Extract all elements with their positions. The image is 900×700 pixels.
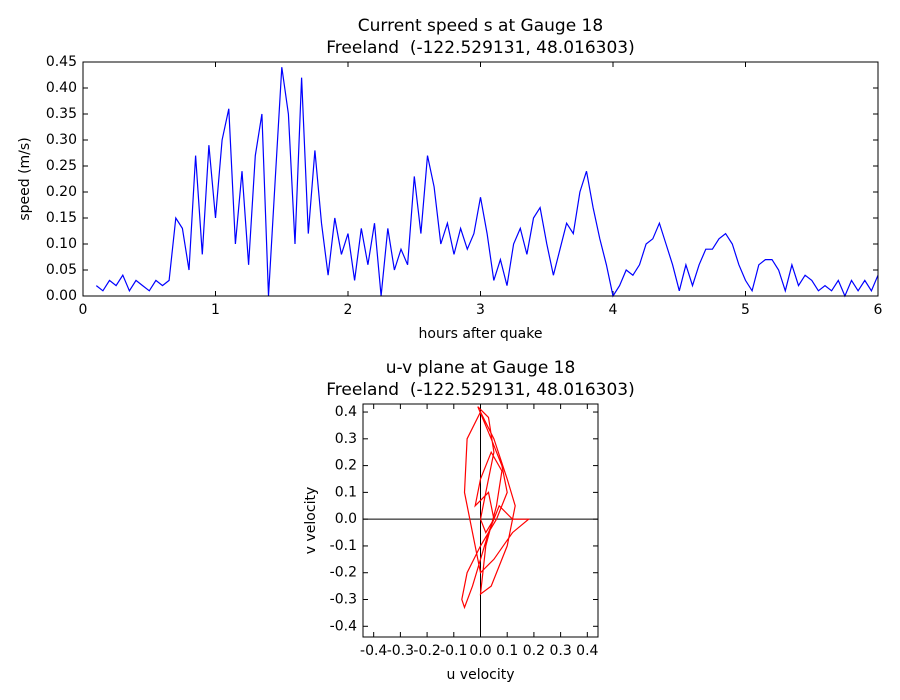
y-axis-label: v velocity [303, 487, 319, 554]
x-tick-label: 5 [741, 302, 750, 318]
y-tick-label: 0.30 [46, 132, 77, 148]
y-tick-label: 0.3 [335, 431, 357, 447]
y-tick-label: -0.4 [330, 618, 357, 634]
x-tick-label: -0.1 [440, 643, 467, 659]
y-tick-label: 0.40 [46, 80, 77, 96]
y-tick-label: 0.10 [46, 236, 77, 252]
x-tick-label: -0.2 [413, 643, 440, 659]
data-line [461, 406, 531, 610]
x-tick-label: 0.4 [576, 643, 598, 659]
x-tick-label: -0.4 [360, 643, 387, 659]
y-tick-label: 0.00 [46, 288, 77, 304]
y-tick-label: 0.0 [335, 511, 357, 527]
y-tick-label: 0.2 [335, 458, 357, 474]
x-tick-label: 0.3 [549, 643, 571, 659]
plot-frame [362, 403, 599, 638]
x-tick-label: 0 [79, 302, 88, 318]
x-tick-label: 3 [476, 302, 485, 318]
x-tick-label: 1 [211, 302, 220, 318]
x-axis-label: u velocity [446, 667, 514, 683]
y-tick-label: 0.15 [46, 210, 77, 226]
x-axis-label: hours after quake [419, 326, 543, 342]
chart-title: u-v plane at Gauge 18 [386, 358, 576, 378]
x-tick-label: 6 [874, 302, 883, 318]
y-tick-label: 0.20 [46, 184, 77, 200]
x-tick-label: 0.1 [496, 643, 518, 659]
y-tick-label: -0.3 [330, 592, 357, 608]
y-tick-label: 0.35 [46, 106, 77, 122]
y-tick-label: 0.25 [46, 158, 77, 174]
y-axis-label: speed (m/s) [17, 137, 33, 220]
x-tick-label: 4 [609, 302, 618, 318]
chart-subtitle: Freeland (-122.529131, 48.016303) [326, 380, 634, 400]
x-tick-label: 0.2 [523, 643, 545, 659]
x-tick-label: 2 [344, 302, 353, 318]
y-tick-label: 0.05 [46, 262, 77, 278]
chart-subtitle: Freeland (-122.529131, 48.016303) [326, 38, 634, 58]
y-tick-label: -0.1 [330, 538, 357, 554]
y-tick-label: 0.45 [46, 54, 77, 70]
x-tick-label: -0.3 [387, 643, 414, 659]
y-tick-label: 0.1 [335, 484, 357, 500]
data-line [95, 67, 879, 298]
plot-frame [82, 61, 879, 297]
x-tick-label: 0.0 [469, 643, 491, 659]
chart-title: Current speed s at Gauge 18 [358, 16, 603, 36]
y-tick-label: 0.4 [335, 404, 357, 420]
y-tick-label: -0.2 [330, 565, 357, 581]
